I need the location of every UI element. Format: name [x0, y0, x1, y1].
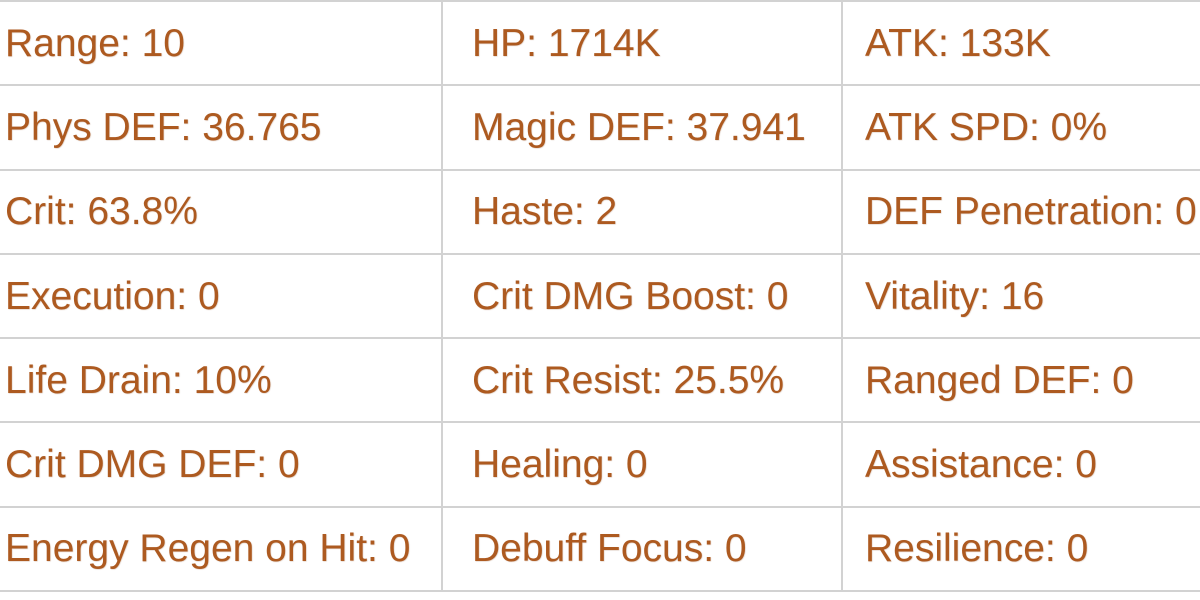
stat-def-penetration: DEF Penetration: 0: [841, 168, 1200, 255]
stat-ranged-def: Ranged DEF: 0: [841, 337, 1200, 424]
table-row: Execution: 0 Crit DMG Boost: 0 Vitality:…: [0, 252, 1200, 340]
stat-assistance: Assistance: 0: [841, 421, 1200, 508]
stat-vitality: Vitality: 16: [841, 252, 1200, 340]
stat-energy-regen-on-hit: Energy Regen on Hit: 0: [0, 505, 443, 593]
stat-healing: Healing: 0: [441, 421, 843, 508]
stat-resilience: Resilience: 0: [841, 505, 1200, 593]
stat-crit-resist: Crit Resist: 25.5%: [441, 337, 843, 424]
table-row: Crit DMG DEF: 0 Healing: 0 Assistance: 0: [0, 421, 1200, 508]
table-row: Range: 10 HP: 1714K ATK: 133K: [0, 0, 1200, 87]
stat-magic-def: Magic DEF: 37.941: [441, 84, 843, 171]
stat-crit-dmg-def: Crit DMG DEF: 0: [0, 421, 443, 508]
stat-hp: HP: 1714K: [441, 0, 843, 87]
stat-debuff-focus: Debuff Focus: 0: [441, 505, 843, 593]
stat-haste: Haste: 2: [441, 168, 843, 255]
stat-atk-spd: ATK SPD: 0%: [841, 84, 1200, 171]
table-row: Phys DEF: 36.765 Magic DEF: 37.941 ATK S…: [0, 84, 1200, 171]
stat-crit-dmg-boost: Crit DMG Boost: 0: [441, 252, 843, 340]
stat-phys-def: Phys DEF: 36.765: [0, 84, 443, 171]
table-row: Energy Regen on Hit: 0 Debuff Focus: 0 R…: [0, 505, 1200, 593]
table-row: Life Drain: 10% Crit Resist: 25.5% Range…: [0, 337, 1200, 424]
stat-crit: Crit: 63.8%: [0, 168, 443, 255]
table-row: Crit: 63.8% Haste: 2 DEF Penetration: 0: [0, 168, 1200, 255]
stat-life-drain: Life Drain: 10%: [0, 337, 443, 424]
stat-range: Range: 10: [0, 0, 443, 87]
stat-execution: Execution: 0: [0, 252, 443, 340]
stat-atk: ATK: 133K: [841, 0, 1200, 87]
